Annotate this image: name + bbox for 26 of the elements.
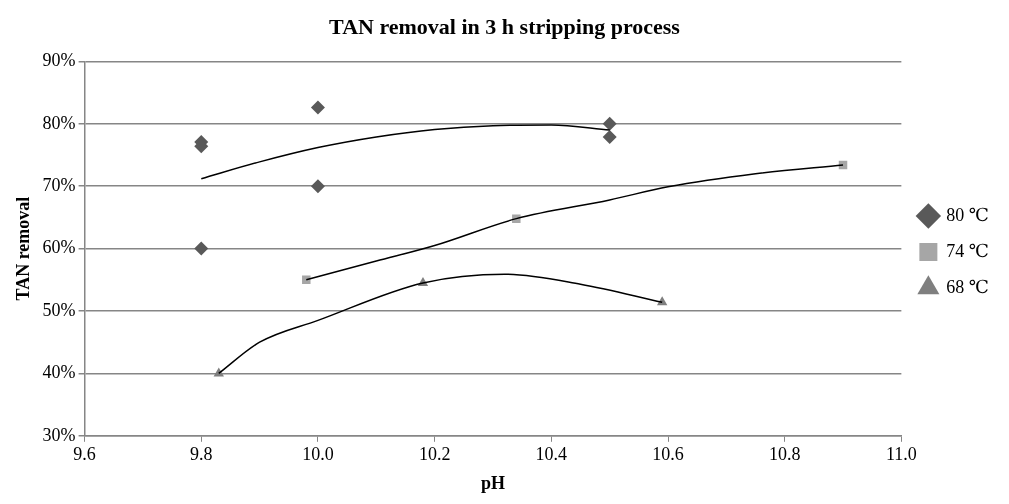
- point: [310, 179, 325, 194]
- point: [602, 116, 617, 131]
- x-tick-label: 9.8: [190, 444, 213, 465]
- x-tick-label: 10.8: [768, 444, 801, 465]
- y-tick-label: 70%: [42, 174, 76, 195]
- point: [310, 100, 325, 115]
- legend-label: 74 ℃: [946, 240, 989, 261]
- x-tick-label: 10.4: [535, 444, 568, 465]
- y-tick-label: 40%: [42, 362, 76, 383]
- point: [194, 241, 209, 256]
- x-tick-label: 10.0: [302, 444, 334, 465]
- y-axis-title: TAN removal: [13, 196, 34, 301]
- x-tick-label: 9.6: [73, 444, 96, 465]
- y-tick-label: 80%: [42, 112, 76, 133]
- y-tick-label: 90%: [42, 50, 76, 71]
- x-axis-title: pH: [480, 472, 505, 493]
- chart-title: TAN removal in 3 h stripping process: [329, 13, 681, 39]
- y-tick-label: 50%: [42, 299, 76, 320]
- x-tick-label: 11.0: [885, 444, 917, 465]
- legend-label: 80 ℃: [946, 204, 989, 225]
- x-tick-label: 10.2: [418, 444, 451, 465]
- y-tick-label: 30%: [42, 424, 76, 445]
- legend-label: 68 ℃: [946, 276, 989, 297]
- x-tick-label: 10.6: [652, 444, 684, 465]
- y-tick-label: 60%: [42, 237, 76, 258]
- point: [602, 129, 617, 144]
